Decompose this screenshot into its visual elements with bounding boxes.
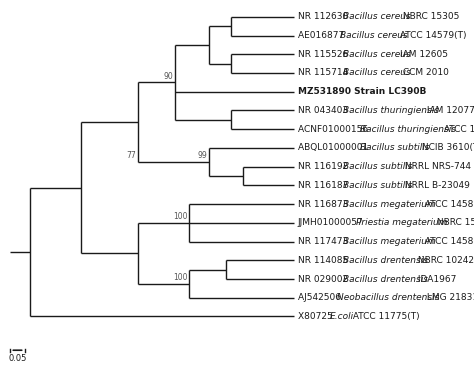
Text: Bacillus megaterium: Bacillus megaterium xyxy=(343,200,436,208)
Text: X80725: X80725 xyxy=(298,312,336,321)
Text: Bacillus subtilis: Bacillus subtilis xyxy=(343,181,412,190)
Text: NR 116192: NR 116192 xyxy=(298,162,351,171)
Text: NR 115714: NR 115714 xyxy=(298,69,351,77)
Text: Priestia megaterium: Priestia megaterium xyxy=(356,218,447,227)
Text: 77: 77 xyxy=(127,152,137,160)
Text: CCM 2010: CCM 2010 xyxy=(401,69,449,77)
Text: NBRC 102427: NBRC 102427 xyxy=(415,256,474,265)
Text: 100: 100 xyxy=(173,212,187,221)
Text: Bacillus drentensis: Bacillus drentensis xyxy=(343,275,428,284)
Text: ATCC 10792(T): ATCC 10792(T) xyxy=(441,125,474,134)
Text: 90: 90 xyxy=(164,72,173,81)
Text: Bacillus cereus: Bacillus cereus xyxy=(339,31,407,40)
Text: 100: 100 xyxy=(173,273,187,282)
Text: IAM 12077: IAM 12077 xyxy=(424,106,474,115)
Text: ACNF01000156: ACNF01000156 xyxy=(298,125,371,134)
Text: Bacillus cereus: Bacillus cereus xyxy=(343,12,410,21)
Text: Bacillus subtilis: Bacillus subtilis xyxy=(360,143,429,152)
Text: NBRC 15308(T): NBRC 15308(T) xyxy=(434,218,474,227)
Text: Bacillus cereus: Bacillus cereus xyxy=(343,69,410,77)
Text: 99: 99 xyxy=(198,152,207,160)
Text: NRRL B-23049: NRRL B-23049 xyxy=(402,181,470,190)
Text: JJMH01000057: JJMH01000057 xyxy=(298,218,366,227)
Text: Bacillus subtilis: Bacillus subtilis xyxy=(343,162,412,171)
Text: ATCC 11775(T): ATCC 11775(T) xyxy=(350,312,420,321)
Text: NR 115526: NR 115526 xyxy=(298,50,351,59)
Text: IDA1967: IDA1967 xyxy=(415,275,456,284)
Text: E.coli: E.coli xyxy=(330,312,354,321)
Text: NR 117473: NR 117473 xyxy=(298,237,351,246)
Text: NR 116187: NR 116187 xyxy=(298,181,351,190)
Text: NRRL NRS-744: NRRL NRS-744 xyxy=(402,162,471,171)
Text: LMG 21831(T): LMG 21831(T) xyxy=(424,293,474,302)
Text: Bacillus drentensis: Bacillus drentensis xyxy=(343,256,428,265)
Text: AE016877: AE016877 xyxy=(298,31,347,40)
Text: IAM 12605: IAM 12605 xyxy=(401,50,448,59)
Text: Bacillus megaterium: Bacillus megaterium xyxy=(343,237,436,246)
Text: NBRC 15305: NBRC 15305 xyxy=(401,12,460,21)
Text: Neobacillus drentensis: Neobacillus drentensis xyxy=(337,293,439,302)
Text: NCIB 3610(T): NCIB 3610(T) xyxy=(419,143,474,152)
Text: MZ531890 Strain LC390B: MZ531890 Strain LC390B xyxy=(298,87,426,96)
Text: ATCC 14579(T): ATCC 14579(T) xyxy=(397,31,466,40)
Text: NR 112630: NR 112630 xyxy=(298,12,351,21)
Text: NR 114085: NR 114085 xyxy=(298,256,351,265)
Text: Bacillus thuringiensis: Bacillus thuringiensis xyxy=(360,125,456,134)
Text: AJ542506: AJ542506 xyxy=(298,293,344,302)
Text: 0.05: 0.05 xyxy=(9,355,27,363)
Text: ABQL01000001: ABQL01000001 xyxy=(298,143,371,152)
Text: NR 043403: NR 043403 xyxy=(298,106,351,115)
Text: Bacillus thuringiensis: Bacillus thuringiensis xyxy=(343,106,439,115)
Text: Bacillus cereus: Bacillus cereus xyxy=(343,50,410,59)
Text: ATCC 14581: ATCC 14581 xyxy=(422,200,474,208)
Text: ATCC 14582: ATCC 14582 xyxy=(421,237,474,246)
Text: NR 029002: NR 029002 xyxy=(298,275,351,284)
Text: NR 116873: NR 116873 xyxy=(298,200,351,208)
